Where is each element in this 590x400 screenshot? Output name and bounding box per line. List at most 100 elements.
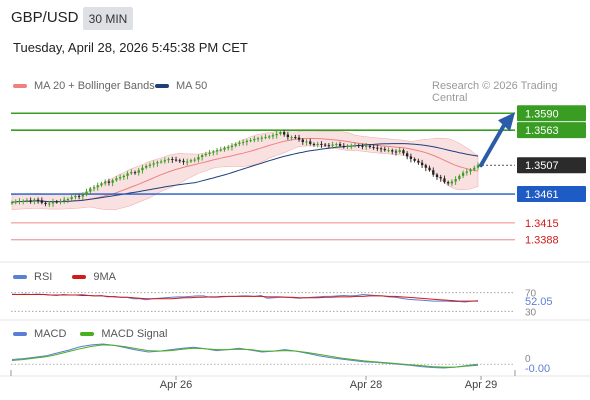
candle-body — [432, 170, 435, 175]
candle-body — [122, 175, 125, 178]
candle-body — [264, 137, 267, 139]
candle-body — [312, 143, 316, 145]
candle-body — [387, 150, 390, 152]
candle-body — [323, 144, 327, 146]
forecast-arrow-shaft — [479, 123, 506, 168]
rsi-swatch — [13, 275, 27, 279]
candle-body — [223, 147, 226, 150]
candle-body — [376, 147, 379, 149]
candle-body — [420, 162, 424, 166]
timeframe-button[interactable]: 30 MIN — [83, 7, 133, 30]
candle-body — [29, 200, 32, 202]
candle-body — [44, 202, 47, 205]
x-tick-label: Apr 26 — [160, 379, 192, 391]
candle-body — [10, 202, 14, 204]
candle-body — [22, 200, 25, 202]
candle-body — [77, 195, 81, 197]
candle-body — [350, 145, 353, 147]
legend-ma50: MA 50 — [155, 80, 207, 92]
candle-body — [275, 133, 278, 136]
candle-body — [156, 162, 159, 164]
x-axis: Apr 26 Apr 28 Apr 29 — [10, 370, 516, 391]
candle-body — [159, 161, 163, 163]
candle-body — [193, 159, 196, 161]
forecast-arrow — [479, 112, 515, 168]
candle-body — [48, 203, 51, 205]
candle-body — [33, 199, 36, 202]
candle-body — [450, 181, 454, 184]
bollinger-band — [11, 129, 479, 211]
candle-body — [100, 183, 103, 186]
candle-body — [271, 135, 275, 137]
forecast-arrow-head — [498, 112, 515, 132]
candle-body — [435, 174, 439, 178]
rsi-ma-line — [12, 294, 478, 302]
candle-body — [461, 172, 465, 176]
candle-body — [66, 199, 70, 201]
candle-body — [182, 160, 185, 163]
candle-body — [402, 150, 405, 154]
candle-body — [212, 151, 215, 153]
resistance-2-tag — [517, 105, 586, 122]
candle-body — [338, 143, 342, 146]
candle-body — [74, 195, 77, 198]
candle-body — [178, 160, 181, 162]
candle-body — [55, 201, 58, 203]
candle-body — [357, 145, 360, 147]
macd-signal-legend-label: MACD Signal — [101, 328, 168, 340]
candle-body — [215, 150, 219, 152]
candle-body — [260, 137, 263, 139]
candle-body — [104, 181, 107, 184]
candle-body — [70, 197, 73, 200]
candle-body — [361, 145, 364, 147]
candle-body — [96, 185, 99, 188]
bollinger-legend-label: MA 20 + Bollinger Bands — [34, 80, 155, 92]
candle-body — [145, 165, 148, 168]
candle-body — [409, 156, 413, 159]
candle-body — [406, 153, 409, 157]
candle-body — [141, 167, 144, 171]
macd-legend-label: MACD — [34, 328, 67, 340]
ma50-line — [11, 143, 479, 203]
candle-body — [413, 158, 416, 161]
pivot-label: 1.3461 — [525, 189, 559, 201]
candle-body — [14, 201, 17, 203]
pivot-tag — [517, 186, 586, 203]
candle-body — [118, 177, 122, 179]
candlesticks — [10, 129, 480, 207]
candle-body — [241, 142, 245, 144]
candle-body — [249, 140, 252, 142]
candle-body — [130, 172, 133, 174]
macd-signal-swatch — [80, 332, 95, 336]
candle-body — [465, 171, 468, 173]
candle-body — [379, 148, 383, 150]
candle-body — [111, 180, 114, 183]
macd-zero-tick: 0 — [525, 354, 531, 365]
macd-signal-line — [11, 344, 479, 368]
rsi-upper-tick: 70 — [525, 289, 537, 300]
candle-body — [133, 172, 137, 174]
candle-body — [36, 199, 40, 201]
candle-body — [51, 201, 55, 204]
rsi-lower-tick: 30 — [525, 307, 537, 318]
x-tick-label: Apr 28 — [350, 379, 382, 391]
candle-body — [305, 141, 308, 143]
chart-header: GBP/USD 30 MIN — [0, 0, 590, 38]
candle-body — [294, 137, 297, 139]
last-price-tag — [517, 157, 586, 174]
rsi-ma-swatch — [72, 275, 87, 279]
candle-body — [148, 164, 152, 166]
key-levels: 1.3590 1.3563 1.3507 1.3461 1.3415 1.3388 — [11, 105, 586, 247]
candle-body — [89, 188, 92, 192]
candle-body — [279, 132, 282, 134]
rsi-value-label: 52.05 — [525, 296, 553, 308]
candle-body — [171, 158, 174, 160]
candle-body — [167, 158, 170, 161]
candle-body — [368, 145, 372, 148]
moving-averages — [11, 137, 479, 203]
candle-body — [126, 173, 129, 176]
candle-body — [458, 175, 461, 179]
macd-value-label: -0.00 — [525, 363, 550, 375]
candle-body — [316, 143, 319, 145]
